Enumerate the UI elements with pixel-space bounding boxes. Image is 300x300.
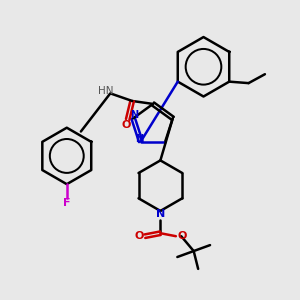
Text: F: F	[63, 198, 70, 208]
Text: O: O	[177, 231, 187, 241]
Text: O: O	[122, 120, 131, 130]
Text: N: N	[130, 110, 139, 120]
Text: HN: HN	[98, 85, 113, 96]
Text: N: N	[135, 134, 143, 144]
Text: N: N	[156, 209, 165, 220]
Text: O: O	[134, 231, 144, 241]
